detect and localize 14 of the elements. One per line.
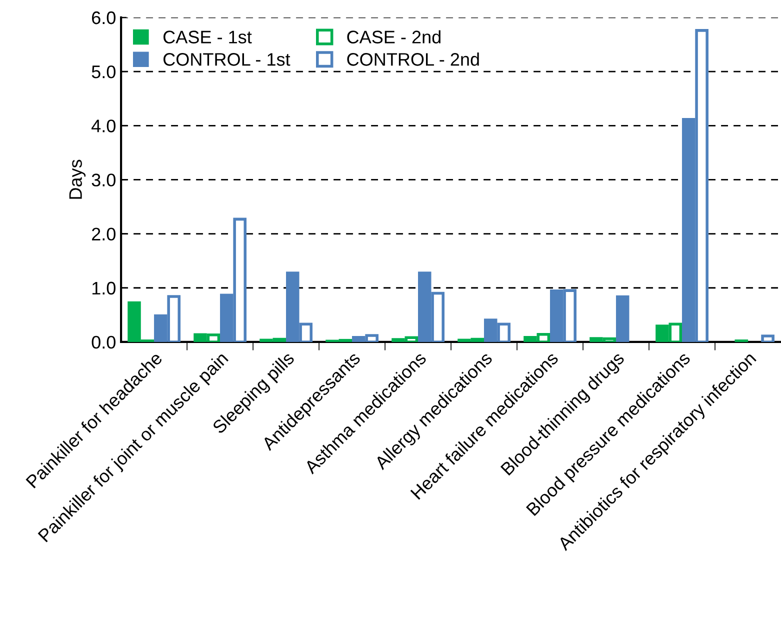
y-tick-label: 0.0 — [92, 336, 116, 349]
y-tick-label: 4.0 — [92, 120, 116, 132]
y-tick-label: 6.0 — [92, 11, 116, 24]
legend-label: CASE - 1st — [164, 30, 252, 44]
y-tick-label: 2.0 — [92, 228, 116, 241]
legend-label: CONTROL - 2nd — [347, 52, 479, 66]
legend-label: CONTROL - 1st — [164, 53, 290, 66]
y-tick-label: 5.0 — [92, 65, 116, 78]
y-axis-title: Days — [69, 160, 86, 199]
bar — [616, 295, 630, 342]
y-tick-label: 3.0 — [92, 174, 116, 186]
y-tick-label: 1.0 — [92, 282, 116, 295]
bar — [761, 334, 774, 342]
legend-label: CASE - 2nd — [347, 30, 440, 44]
